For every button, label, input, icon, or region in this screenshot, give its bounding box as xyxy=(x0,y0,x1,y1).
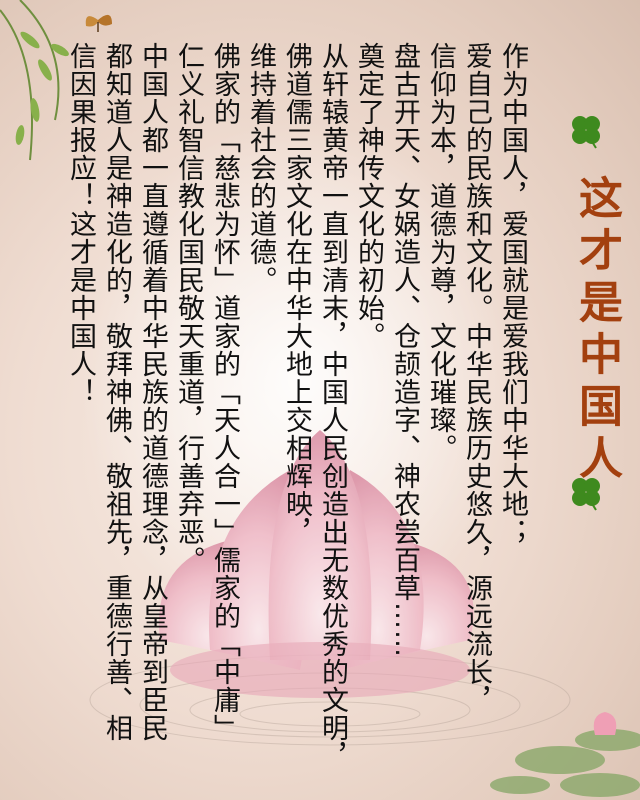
poem-line: 中国人都一直遵循着中华民族的道德理念，从皇帝到臣民 xyxy=(137,42,168,742)
poem-line: 奠定了神传文化的初始。 xyxy=(353,42,384,350)
poem-line: 信仰为本，道德为尊，文化璀璨。 xyxy=(425,42,456,462)
butterfly-icon xyxy=(85,14,112,32)
page-title: 这才是中国人 xyxy=(571,175,622,487)
poem-line: 佛道儒三家文化在中华大地上交相辉映， xyxy=(281,42,312,546)
poem-line: 爱自己的民族和文化。中华民族历史悠久，源远流长， xyxy=(461,42,492,714)
lily-pads xyxy=(490,729,640,797)
clover-top-icon xyxy=(572,116,600,149)
small-lotus-icon xyxy=(593,712,617,735)
poem-text: 作为中国人，爱国就是爱我们中华大地； 爱自己的民族和文化。中华民族历史悠久，源远… xyxy=(50,42,530,782)
poem-line: 从轩辕黄帝一直到清末，中国人民创造出无数优秀的文明， xyxy=(317,42,348,770)
lotus-icon xyxy=(158,430,474,698)
poem-line: 仁义礼智信教化国民敬天重道，行善弃恶。 xyxy=(173,42,204,574)
poem-line: 维持着社会的道德。 xyxy=(245,42,276,294)
willow-branches xyxy=(0,0,60,161)
clover-bottom-icon xyxy=(572,478,600,511)
willow-leaves xyxy=(15,31,69,145)
poem-line: 盘古开天、女娲造人、仓颉造字、神农尝百草…… xyxy=(389,42,420,658)
poem-line: 信因果报应！这才是中国人！ xyxy=(65,42,96,406)
poem-line: 都知道人是神造化的，敬拜神佛、敬祖先，重德行善、相 xyxy=(101,42,132,742)
poem-line: 佛家的「慈悲为怀」道家的「天人合一」儒家的「中庸」 xyxy=(209,42,240,742)
poem-line: 作为中国人，爱国就是爱我们中华大地； xyxy=(497,42,528,546)
